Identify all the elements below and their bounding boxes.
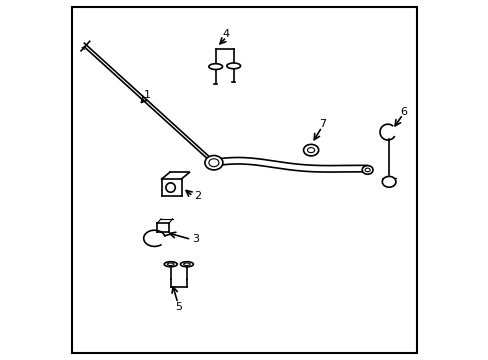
Text: 7: 7 <box>319 119 326 129</box>
Text: 3: 3 <box>192 234 199 244</box>
Ellipse shape <box>165 183 175 192</box>
Ellipse shape <box>382 176 395 187</box>
Ellipse shape <box>208 64 222 69</box>
Ellipse shape <box>180 262 193 267</box>
Ellipse shape <box>226 63 240 69</box>
Text: 6: 6 <box>400 107 407 117</box>
Text: 1: 1 <box>143 90 150 100</box>
Ellipse shape <box>303 144 318 156</box>
Text: 4: 4 <box>223 29 229 39</box>
Ellipse shape <box>362 166 372 174</box>
Ellipse shape <box>164 262 177 267</box>
Ellipse shape <box>204 156 223 170</box>
Text: 5: 5 <box>175 302 182 312</box>
Text: 2: 2 <box>194 191 201 201</box>
